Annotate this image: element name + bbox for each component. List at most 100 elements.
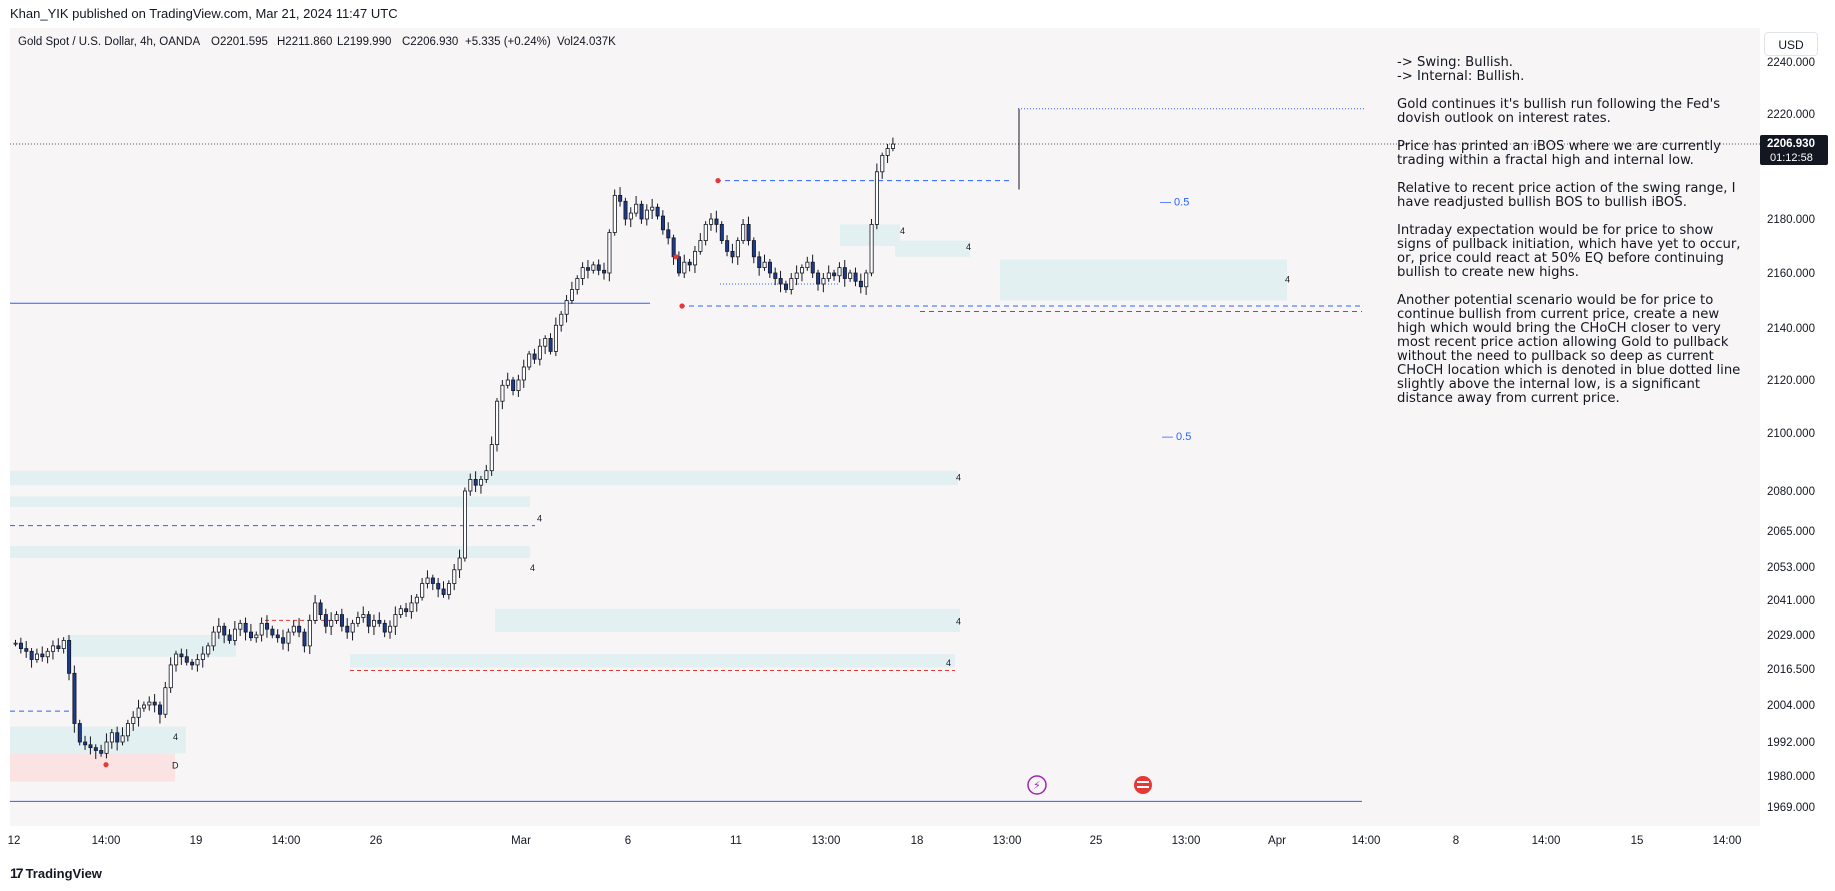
candle	[232, 621, 237, 646]
candle	[13, 639, 18, 647]
note-swing: -> Swing: Bullish.	[1397, 55, 1514, 70]
candle	[99, 744, 104, 757]
zone-label: 4	[966, 242, 971, 252]
candle	[516, 374, 521, 397]
candle	[639, 200, 644, 224]
candle	[757, 251, 762, 276]
y-tick-label: 2029.000	[1767, 630, 1815, 642]
candle	[826, 265, 831, 282]
candle	[109, 729, 114, 749]
candle	[211, 626, 216, 651]
candle	[40, 646, 45, 662]
candle	[703, 221, 708, 246]
candle	[457, 549, 462, 578]
price-tag	[1760, 135, 1828, 166]
candle	[398, 605, 403, 619]
currency-button[interactable]: USD	[1764, 32, 1818, 56]
candle	[270, 625, 275, 639]
x-tick-label: 18	[911, 835, 924, 847]
zone-label: 4	[173, 732, 178, 742]
candle	[479, 475, 484, 494]
candle	[446, 580, 451, 600]
price-axis	[1760, 28, 1835, 857]
candle	[93, 744, 98, 759]
candle	[650, 198, 655, 219]
y-tick-label: 2240.000	[1767, 57, 1815, 69]
candle	[227, 629, 232, 644]
candle	[698, 233, 703, 255]
y-tick-label: 2004.000	[1767, 700, 1815, 712]
note-intraday: Intraday expectation would be for price …	[1397, 223, 1741, 280]
publisher-bar: Khan_YIK published on TradingView.com, M…	[0, 0, 1835, 28]
candle	[329, 612, 334, 635]
candle	[286, 628, 291, 652]
candle	[602, 262, 607, 280]
candle	[72, 665, 77, 733]
candle	[575, 275, 580, 295]
zone-box	[10, 753, 175, 782]
candle	[136, 699, 141, 727]
candle	[35, 648, 40, 663]
candle	[644, 204, 649, 226]
candle	[222, 622, 227, 644]
candle	[527, 350, 532, 371]
candle	[254, 631, 259, 643]
candle	[291, 620, 296, 636]
candle	[452, 564, 457, 591]
candle	[580, 262, 585, 286]
y-tick-label: 2065.000	[1767, 526, 1815, 538]
note-fed: Gold continues it's bullish run followin…	[1397, 97, 1721, 126]
y-tick-label: 2140.000	[1767, 323, 1815, 335]
price-chart[interactable]: Gold Spot / U.S. Dollar, 4h, OANDA O2201.…	[0, 28, 1835, 857]
candle	[548, 333, 553, 355]
zone-label: 4	[946, 658, 951, 668]
tradingview-logo[interactable]: 17 TradingView	[10, 865, 102, 881]
x-tick-label: 14:00	[92, 835, 121, 847]
y-tick-label: 2041.000	[1767, 595, 1815, 607]
candle	[430, 574, 435, 591]
candle	[591, 261, 596, 274]
candle	[687, 258, 692, 272]
candle	[125, 719, 130, 742]
candle	[607, 229, 612, 282]
candle	[505, 372, 510, 389]
candle	[104, 733, 109, 759]
candle	[709, 213, 714, 231]
candle	[436, 578, 441, 598]
x-tick-label: 13:00	[1172, 835, 1201, 847]
candle	[206, 642, 211, 658]
x-tick-label: 19	[190, 835, 203, 847]
candle	[372, 614, 377, 635]
candle	[163, 681, 168, 718]
candle	[238, 619, 243, 637]
candle	[511, 376, 516, 396]
candle	[767, 258, 772, 278]
plot-top	[10, 36, 1760, 38]
candle	[821, 273, 826, 293]
candle	[864, 269, 869, 295]
x-tick-label: 6	[625, 835, 631, 847]
zone-box	[10, 496, 530, 507]
y-tick-label: 1992.000	[1767, 737, 1815, 749]
candle	[842, 260, 847, 287]
candle	[388, 620, 393, 639]
pivot-dot	[103, 762, 109, 768]
candle	[307, 614, 312, 655]
candle	[564, 295, 569, 323]
candle	[521, 359, 526, 388]
x-tick-label: 14:00	[1532, 835, 1561, 847]
candle	[184, 649, 189, 666]
candle	[350, 619, 355, 641]
y-tick-label: 2180.000	[1767, 214, 1815, 226]
x-tick-label: 14:00	[1352, 835, 1381, 847]
y-tick-label: 2080.000	[1767, 486, 1815, 498]
candle	[131, 711, 136, 731]
eq-label: — 0.5	[1160, 196, 1189, 208]
candle	[248, 623, 253, 641]
plot-area	[10, 28, 1760, 857]
candle	[441, 581, 446, 598]
candle	[404, 602, 409, 617]
candle	[174, 650, 179, 672]
legend-item: C2206.930	[402, 36, 458, 48]
candle	[120, 727, 125, 746]
